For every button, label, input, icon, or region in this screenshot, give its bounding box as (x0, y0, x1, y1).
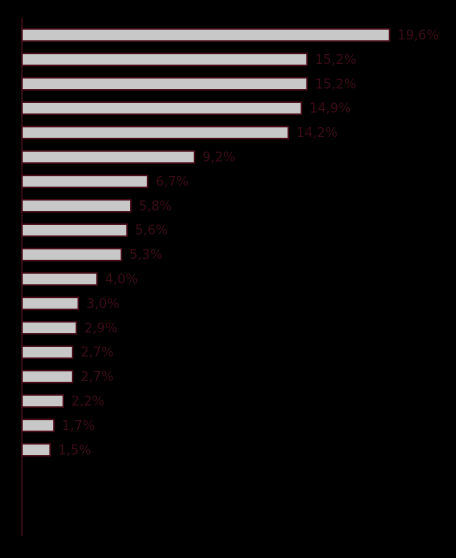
bar-7 (21, 174, 149, 189)
data-label-7: 6,7% (156, 175, 189, 190)
data-label-8: 5,8% (139, 199, 172, 214)
data-label-5: 14,2% (296, 126, 337, 141)
data-label-12: 3,0% (86, 297, 119, 312)
bar-14 (21, 345, 74, 359)
bar-6 (21, 150, 196, 164)
data-label-6: 9,2% (203, 151, 236, 166)
data-label-18: 1,5% (58, 443, 91, 458)
data-labels-group: 19,6% 15,2% 15,2% 14,9% 14,2% 9,2% 6,7% 5,8% 5,6… (58, 29, 439, 459)
bar-8 (21, 199, 132, 213)
bar-12 (21, 296, 80, 311)
bar-15 (21, 369, 74, 384)
bar-1 (21, 28, 391, 42)
bar-3 (21, 77, 308, 91)
data-label-3: 15,2% (315, 77, 356, 92)
bars-group (21, 28, 391, 457)
bar-5 (21, 125, 290, 140)
data-label-4: 14,9% (309, 102, 350, 117)
data-label-14: 2,7% (81, 346, 114, 361)
data-label-17: 1,7% (62, 419, 95, 434)
bar-4 (21, 101, 303, 115)
bar-18 (21, 443, 51, 457)
bar-10 (21, 247, 123, 262)
bar-2 (21, 52, 308, 67)
bar-11 (21, 272, 98, 286)
bar-9 (21, 223, 128, 237)
data-label-1: 19,6% (398, 29, 439, 44)
bar-13 (21, 321, 78, 335)
data-label-16: 2,2% (71, 395, 104, 410)
bar-16 (21, 394, 65, 408)
data-label-9: 5,6% (135, 224, 168, 239)
data-label-11: 4,0% (105, 273, 138, 288)
data-label-2: 15,2% (315, 53, 356, 68)
data-label-13: 2,9% (84, 321, 117, 336)
data-label-10: 5,3% (129, 248, 162, 263)
bar-17 (21, 418, 55, 433)
data-label-15: 2,7% (81, 370, 114, 385)
